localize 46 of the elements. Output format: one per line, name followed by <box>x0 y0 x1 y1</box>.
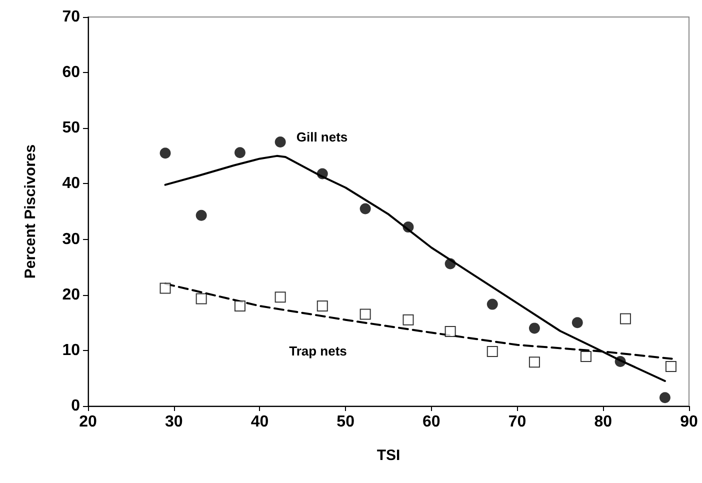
point <box>274 136 286 148</box>
annotation: Trap nets <box>289 344 347 358</box>
point <box>234 300 246 312</box>
point <box>528 322 540 334</box>
point <box>160 148 171 159</box>
point <box>444 258 456 270</box>
point <box>160 282 171 294</box>
point <box>572 317 583 328</box>
point <box>580 351 592 362</box>
x-tick-label: 50 <box>336 414 355 430</box>
y-tick-label: 0 <box>71 398 80 414</box>
y-tick-label: 50 <box>62 120 80 137</box>
x-tick-label: 70 <box>508 414 526 430</box>
x-tick-label: 40 <box>250 414 269 430</box>
point <box>316 300 328 312</box>
point <box>402 222 414 233</box>
point <box>659 392 670 404</box>
point <box>486 298 498 310</box>
point <box>360 203 371 214</box>
y-axis-title: Percent Piscivores <box>22 144 39 279</box>
y-tick-label: 40 <box>62 175 80 192</box>
point <box>528 356 540 368</box>
x-axis-title: TSI <box>376 447 400 464</box>
x-tick-label: 60 <box>422 414 440 430</box>
y-tick-label: 70 <box>62 8 80 26</box>
point <box>444 326 456 338</box>
point <box>486 346 498 358</box>
x-tick-label: 20 <box>79 414 97 430</box>
point <box>620 313 631 324</box>
point <box>274 292 286 303</box>
point <box>196 293 207 304</box>
x-tick-label: 80 <box>594 414 612 430</box>
y-tick-label: 60 <box>62 64 80 82</box>
x-tick-label: 30 <box>164 414 183 430</box>
y-tick-label: 20 <box>62 286 80 304</box>
point <box>196 210 207 221</box>
annotation: Gill nets <box>296 130 348 144</box>
point <box>316 168 328 180</box>
point <box>360 308 371 320</box>
point <box>614 356 626 368</box>
point <box>234 147 246 158</box>
point <box>402 314 414 326</box>
y-tick-label: 10 <box>62 342 80 359</box>
y-tick-label: 30 <box>62 230 80 248</box>
x-tick-label: 90 <box>680 414 698 430</box>
point <box>665 361 676 372</box>
